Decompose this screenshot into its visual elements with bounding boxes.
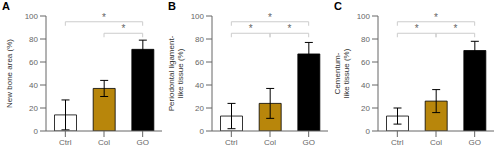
svg-text:60: 60 [195, 58, 204, 67]
svg-text:0: 0 [34, 127, 39, 136]
svg-text:New bone area (%): New bone area (%) [8, 39, 14, 108]
svg-text:*: * [121, 23, 125, 34]
svg-text:*: * [415, 23, 419, 34]
svg-text:*: * [434, 12, 438, 23]
svg-text:60: 60 [29, 58, 38, 67]
svg-text:GO: GO [468, 138, 480, 147]
svg-text:GO: GO [136, 138, 148, 147]
svg-text:*: * [102, 12, 106, 23]
svg-text:Periodontal ligament-like tiss: Periodontal ligament-like tissue (%) [167, 35, 185, 111]
svg-text:20: 20 [195, 104, 204, 113]
svg-text:80: 80 [195, 35, 204, 44]
svg-text:*: * [453, 23, 457, 34]
svg-text:Col: Col [264, 138, 276, 147]
svg-text:GO: GO [302, 138, 314, 147]
svg-text:100: 100 [191, 12, 205, 21]
svg-text:Cementum-like tissue (%): Cementum-like tissue (%) [333, 48, 351, 98]
svg-text:100: 100 [25, 12, 39, 21]
svg-text:Ctrl: Ctrl [225, 138, 238, 147]
svg-text:40: 40 [361, 81, 370, 90]
svg-text:40: 40 [195, 81, 204, 90]
svg-text:80: 80 [29, 35, 38, 44]
svg-text:40: 40 [29, 81, 38, 90]
svg-text:20: 20 [361, 104, 370, 113]
svg-text:Ctrl: Ctrl [391, 138, 404, 147]
svg-text:100: 100 [357, 12, 371, 21]
svg-text:*: * [287, 23, 291, 34]
svg-text:*: * [249, 23, 253, 34]
svg-text:0: 0 [200, 127, 205, 136]
svg-text:0: 0 [366, 127, 371, 136]
html-text:B: B [168, 0, 176, 12]
svg-text:*: * [268, 12, 272, 23]
svg-text:Col: Col [430, 138, 442, 147]
html-text:A: A [2, 0, 10, 12]
svg-text:Ctrl: Ctrl [59, 138, 72, 147]
html-text:C: C [334, 0, 342, 12]
svg-text:20: 20 [29, 104, 38, 113]
svg-text:60: 60 [361, 58, 370, 67]
svg-text:80: 80 [361, 35, 370, 44]
svg-text:Col: Col [98, 138, 110, 147]
